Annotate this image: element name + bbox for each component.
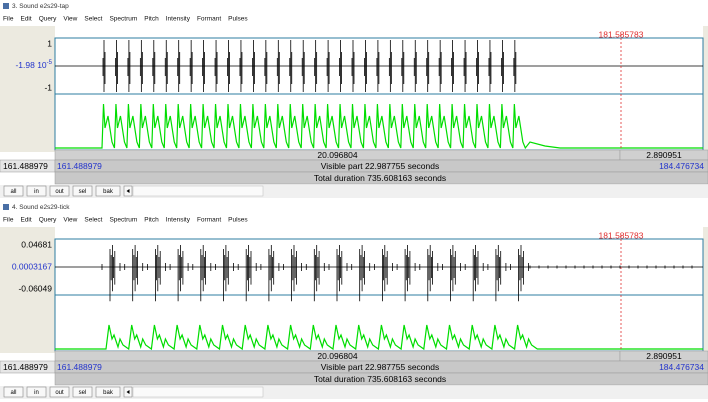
title-bar [0,201,708,213]
menu-item[interactable]: Formant [197,16,221,23]
visible-start: 161.488979 [57,362,102,372]
window-icon [3,3,9,9]
window-title: 4. Sound e2s29-tick [12,204,70,211]
segment-before: 20.096804 [317,351,357,361]
menu-item[interactable]: File [3,217,14,224]
total-duration: Total duration 735.608163 seconds [314,374,446,384]
zoom-button[interactable] [3,185,24,197]
total-bar[interactable] [54,372,708,386]
amplitude-middle: -1.98 10-5 [15,60,52,71]
window-start: 161.488979 [3,161,48,171]
waveform [55,40,703,92]
menu-item[interactable]: Pitch [144,16,159,23]
visible-part: Visible part 22.987755 seconds [321,362,439,372]
sound-window: 3. Sound e2s29-tap File Edit Query View Selec… [0,0,708,198]
amplitude-middle: 0.0003167 [12,261,52,271]
visible-start: 161.488979 [57,161,102,171]
zoom-button-label: all [10,189,16,195]
menu-item[interactable]: Query [39,16,57,23]
amplitude-top: 1 [47,38,52,48]
amplitude-base: -1.98 10 [15,60,46,70]
zoom-button-label: sel [79,390,87,396]
zoom-button[interactable] [26,185,47,197]
zoom-button[interactable] [95,185,121,197]
zoom-button-label: in [34,390,39,396]
cursor-time: 181.585783 [599,29,644,39]
menu-item[interactable]: Select [84,217,102,224]
menu-item[interactable]: Pitch [144,217,159,224]
menu-item[interactable]: Edit [20,217,31,224]
total-bar[interactable] [54,171,708,185]
left-panel [0,26,55,152]
segment-after: 2.890951 [646,150,682,160]
right-panel [703,227,708,353]
right-panel [703,26,708,152]
pitch-contour [55,324,703,351]
menu-item[interactable]: Intensity [166,16,191,23]
zoom-button[interactable] [26,386,47,398]
zoom-button-label: sel [79,189,87,195]
waveform [55,245,703,302]
zoom-button-label: bak [103,390,114,396]
menu-item[interactable]: Spectrum [109,217,137,224]
zoom-button[interactable] [49,386,70,398]
amplitude-bottom: -0.06049 [18,283,52,293]
scrollbar-track[interactable] [132,185,264,197]
menu-item[interactable]: Edit [20,16,31,23]
menu-item[interactable]: File [3,16,14,23]
left-panel [0,227,55,353]
zoom-button-label: bak [103,189,114,195]
menu-item[interactable]: Query [39,217,57,224]
window-icon [3,204,9,210]
window-title: 3. Sound e2s29-tap [12,3,69,10]
zoom-button-label: out [55,390,64,396]
pitch-contour [55,103,703,150]
zoom-button[interactable] [3,386,24,398]
visible-part: Visible part 22.987755 seconds [321,161,439,171]
amplitude-exponent: -5 [47,60,53,66]
scrollbar-track[interactable] [132,386,264,398]
zoom-button[interactable] [72,185,93,197]
cursor-time: 181.585783 [599,230,644,240]
menu-item[interactable]: Formant [197,217,221,224]
scroll-arrow [126,189,130,193]
zoom-button-label: in [34,189,39,195]
zoom-button[interactable] [49,185,70,197]
zoom-button-label: all [10,390,16,396]
total-duration: Total duration 735.608163 seconds [314,173,446,183]
scroll-arrow [126,390,130,394]
menu-item[interactable]: Select [84,16,102,23]
amplitude-bottom: -1 [44,82,52,92]
zoom-button[interactable] [95,386,121,398]
sound-window: 4. Sound e2s29-tick File Edit Query View Sele… [0,201,708,399]
menu-item[interactable]: Spectrum [109,16,137,23]
menu-item[interactable]: Pulses [228,16,248,23]
window-start: 161.488979 [3,362,48,372]
menu-item[interactable]: View [63,16,77,23]
segment-after: 2.890951 [646,351,682,361]
window-separator [0,199,708,201]
menu-item[interactable]: Pulses [228,217,248,224]
menu-item[interactable]: Intensity [166,217,191,224]
title-bar [0,0,708,12]
amplitude-top: 0.04681 [21,239,52,249]
visible-end: 184.476734 [659,362,704,372]
visible-end: 184.476734 [659,161,704,171]
zoom-button[interactable] [72,386,93,398]
menu-item[interactable]: View [63,217,77,224]
segment-before: 20.096804 [317,150,357,160]
zoom-button-label: out [55,189,64,195]
